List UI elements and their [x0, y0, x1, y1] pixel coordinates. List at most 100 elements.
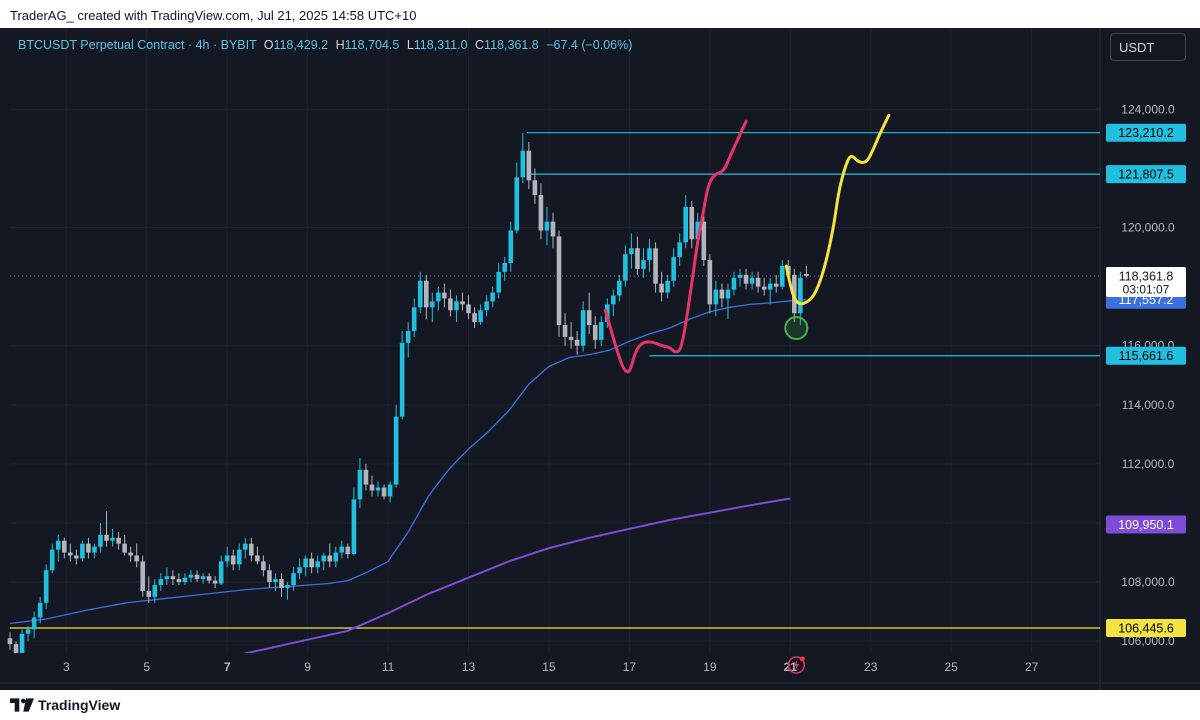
candle-body	[55, 540, 61, 550]
x-tick-label: 3	[63, 660, 70, 674]
candle-body	[176, 579, 182, 583]
currency-button[interactable]: USDT	[1110, 33, 1186, 61]
pink-projection-drawing	[603, 119, 748, 374]
price-tag-bg	[1106, 515, 1186, 534]
candle-body	[484, 301, 489, 311]
candle-body	[291, 573, 296, 586]
candle-body	[520, 150, 526, 178]
candle-body	[544, 221, 550, 231]
candle-body	[194, 574, 200, 580]
price-tag-bg	[1106, 123, 1186, 142]
candle-body	[351, 499, 357, 555]
open-key: O	[263, 38, 274, 52]
candle-body	[623, 254, 628, 281]
candle-body	[68, 552, 73, 556]
candle-body	[309, 558, 314, 568]
price-tag-label: 106,445.6	[1118, 622, 1174, 636]
candle-body	[804, 273, 809, 276]
alert-lightning-icon	[787, 656, 806, 674]
x-tick-label: 13	[462, 660, 476, 674]
x-tick-label: 23	[864, 660, 878, 674]
candle-body	[586, 310, 592, 326]
candle-body	[49, 549, 55, 571]
candle-body	[508, 230, 514, 263]
candle-body	[104, 534, 109, 541]
candle-body	[224, 555, 230, 562]
candle-body	[798, 277, 803, 314]
candle-body	[345, 546, 351, 555]
candle-body	[218, 561, 224, 584]
current-price-tag-bg	[1106, 266, 1186, 297]
x-tick-label: 25	[945, 660, 959, 674]
chart-panel[interactable]: 106,000.0108,000.0110,000.0112,000.0114,…	[0, 28, 1200, 690]
candle-body	[146, 590, 152, 597]
candle-body	[230, 555, 236, 565]
x-tick-label: 17	[623, 660, 637, 674]
candle-body	[713, 289, 719, 305]
candle-body	[472, 313, 477, 323]
tradingview-logo-icon	[10, 698, 34, 712]
candle-body	[466, 304, 471, 314]
candle-body	[13, 644, 19, 653]
candle-body	[442, 292, 447, 299]
candle-body	[598, 322, 604, 340]
candle-body	[580, 310, 586, 346]
x-tick-label: 27	[1025, 660, 1039, 674]
candle-body	[761, 286, 767, 290]
yellow-projection-drawing	[784, 113, 891, 306]
candle-body	[25, 629, 31, 634]
candle-body	[116, 537, 121, 544]
candle-body	[61, 540, 67, 553]
candle-body	[327, 555, 333, 562]
candle-body	[110, 537, 115, 541]
plot-layer	[7, 113, 1100, 653]
candle-body	[779, 265, 785, 287]
x-tick-label: 15	[542, 660, 556, 674]
candle-body	[206, 576, 212, 581]
watermark-caption: TraderAG_ created with TradingView.com, …	[10, 8, 417, 23]
y-tick-label: 120,000.0	[1121, 221, 1175, 235]
candle-body	[212, 580, 218, 584]
candle-body	[98, 534, 103, 547]
x-tick-label: 7	[224, 660, 231, 674]
candle-body	[37, 602, 43, 618]
candle-body	[719, 289, 725, 299]
candle-body	[399, 342, 405, 417]
candle-body	[423, 280, 429, 308]
candle-body	[538, 195, 544, 231]
candle-body	[92, 546, 97, 553]
candle-body	[677, 242, 682, 258]
candle-body	[242, 543, 248, 550]
candle-body	[164, 576, 170, 580]
candle-body	[592, 325, 598, 340]
high-value: 118,704.5	[344, 38, 400, 52]
x-tick-label: 9	[304, 660, 311, 674]
y-tick-label: 114,000.0	[1122, 398, 1175, 412]
candle-body	[737, 274, 743, 278]
price-tag-bg	[1106, 346, 1186, 365]
candle-body	[749, 277, 755, 284]
candle-body	[182, 577, 188, 583]
candle-body	[375, 487, 381, 491]
x-tick-label: 19	[703, 660, 717, 674]
candle-countdown-label: 03:01:07	[1123, 282, 1170, 296]
candle-body	[671, 257, 676, 281]
alert-dot-icon	[799, 656, 805, 662]
candle-body	[755, 277, 761, 287]
candle-body	[369, 484, 375, 491]
candle-body	[303, 558, 308, 568]
symbol-legend: BTCUSDT Perpetual Contract · 4h · BYBIT …	[18, 38, 636, 52]
y-tick-label: 106,000.0	[1121, 634, 1175, 648]
high-key: H	[335, 38, 345, 52]
candle-body	[333, 552, 339, 562]
candle-body	[731, 277, 737, 290]
price-tag-bg	[1106, 619, 1186, 638]
candle-body	[200, 576, 206, 580]
price-tag-label: 109,950.1	[1118, 518, 1174, 532]
price-chart[interactable]: 106,000.0108,000.0110,000.0112,000.0114,…	[0, 28, 1200, 690]
candle-body	[653, 248, 658, 284]
close-key: C	[475, 38, 485, 52]
candle-body	[430, 301, 435, 308]
candle-body	[236, 549, 242, 565]
candle-body	[285, 585, 290, 588]
